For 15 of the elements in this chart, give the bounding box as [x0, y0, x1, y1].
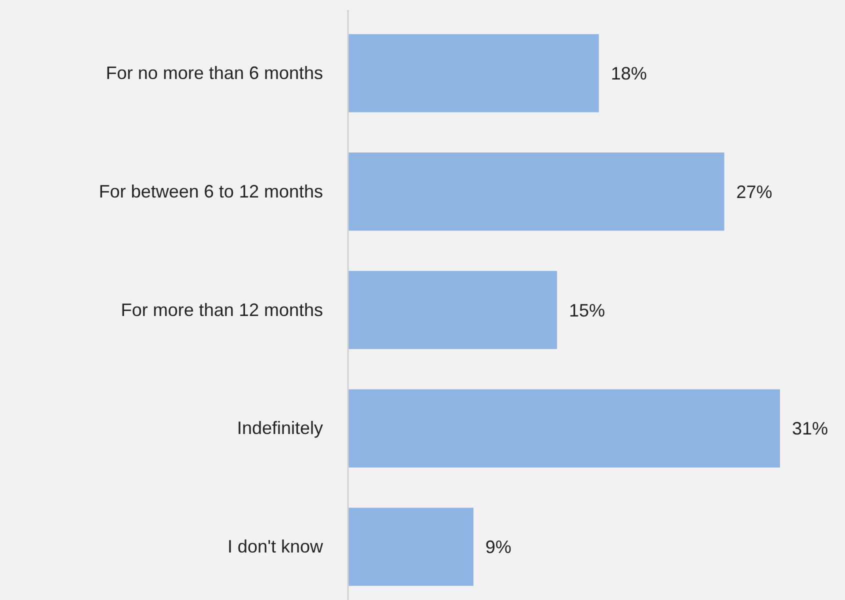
bar: [348, 389, 780, 468]
bar: [348, 34, 599, 112]
y-tick-label: Indefinitely: [236, 418, 323, 438]
bar: [348, 270, 558, 350]
data-label: 31%: [792, 418, 828, 439]
y-tick-label: For no more than 6 months: [106, 62, 323, 83]
data-label: 9%: [485, 537, 512, 558]
bar: [348, 152, 724, 231]
data-label: 18%: [610, 64, 647, 84]
data-label: 15%: [569, 300, 606, 320]
y-tick-label: I don't know: [228, 536, 324, 557]
y-tick-label: For between 6 to 12 months: [98, 181, 323, 202]
data-label: 27%: [736, 182, 772, 202]
bar: [348, 508, 474, 586]
y-tick-label: For more than 12 months: [120, 300, 323, 320]
